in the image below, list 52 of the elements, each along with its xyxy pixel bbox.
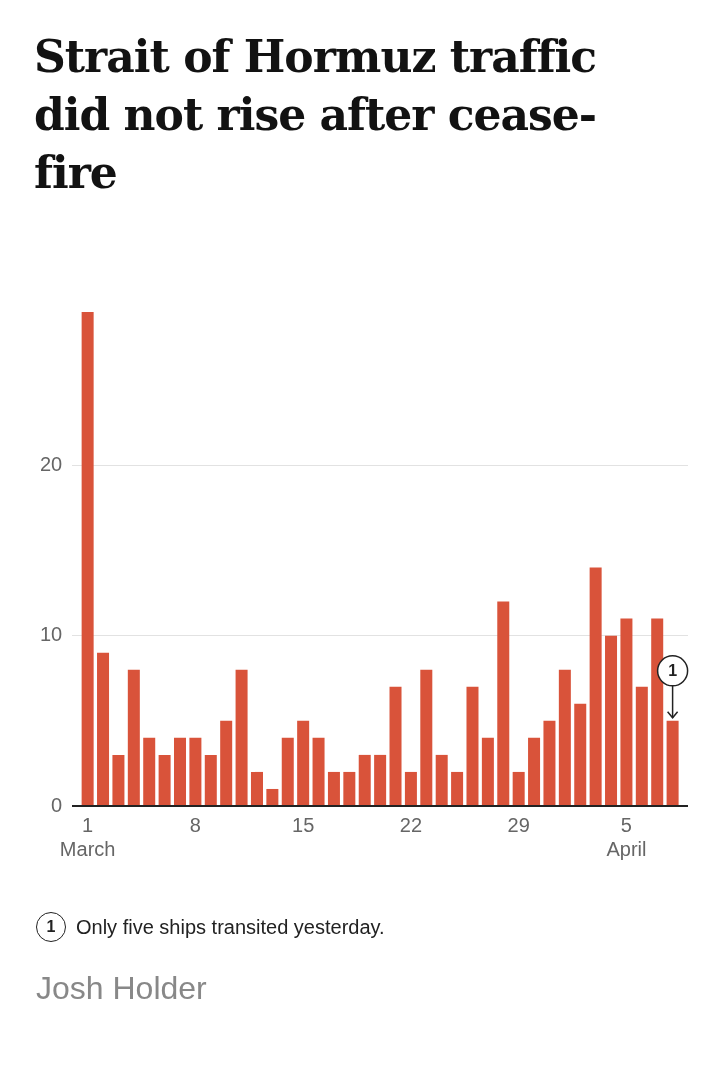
bar <box>435 754 448 805</box>
bar <box>481 737 494 805</box>
bar <box>174 737 187 805</box>
bar <box>250 771 263 805</box>
bar <box>404 771 417 805</box>
bar <box>81 312 94 805</box>
y-tick-label: 10 <box>40 623 63 646</box>
bar <box>666 720 679 805</box>
bar <box>543 720 556 805</box>
bar <box>620 618 633 805</box>
x-tick-label: 8 <box>189 813 201 836</box>
bar <box>497 601 510 805</box>
bar <box>558 669 571 805</box>
annotation: 1 <box>668 662 678 680</box>
bar <box>97 652 110 805</box>
bar <box>220 720 233 805</box>
bar <box>266 788 279 805</box>
bar <box>158 754 171 805</box>
bar <box>389 686 402 805</box>
bar <box>281 737 294 805</box>
x-tick-label: 1 March <box>59 813 116 860</box>
x-tick-label: 15 <box>292 813 315 836</box>
text: Josh Holder <box>36 970 208 1007</box>
chart-title: Strait of Hormuz traffic did not rise after cease-fire <box>34 30 598 200</box>
x-tick-label: 29 <box>507 813 530 836</box>
y-tick-label: 0 <box>51 793 63 816</box>
bar <box>605 635 618 805</box>
bar <box>343 771 356 805</box>
bar <box>512 771 525 805</box>
bar <box>235 669 248 805</box>
bar <box>312 737 325 805</box>
bar <box>528 737 541 805</box>
bar <box>358 754 371 805</box>
bar <box>574 703 587 805</box>
bar <box>635 686 648 805</box>
y-tick-label: 20 <box>40 452 63 475</box>
bar <box>112 754 125 805</box>
bar <box>189 737 202 805</box>
bar <box>451 771 464 805</box>
text: 1 <box>46 918 56 935</box>
text: Only five ships transited yesterday. <box>76 915 385 939</box>
bar <box>589 567 602 805</box>
x-tick-label: 22 <box>399 813 423 836</box>
bar <box>297 720 310 805</box>
bar <box>420 669 433 805</box>
x-tick-label: 5 April <box>606 813 647 860</box>
bar <box>466 686 479 805</box>
bar <box>374 754 387 805</box>
bar <box>327 771 340 805</box>
bar <box>143 737 156 805</box>
bar <box>204 754 217 805</box>
bar <box>127 669 140 805</box>
